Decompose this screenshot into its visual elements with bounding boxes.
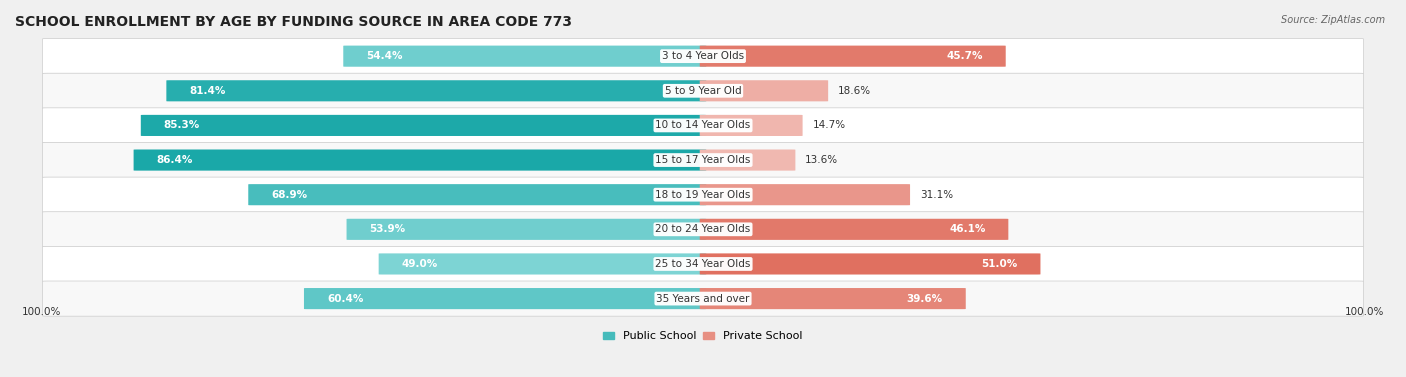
FancyBboxPatch shape <box>700 253 1040 274</box>
Text: 100.0%: 100.0% <box>21 307 60 317</box>
Text: 14.7%: 14.7% <box>813 120 845 130</box>
FancyBboxPatch shape <box>42 177 1364 212</box>
FancyBboxPatch shape <box>249 184 706 205</box>
FancyBboxPatch shape <box>42 108 1364 143</box>
Legend: Public School, Private School: Public School, Private School <box>599 327 807 346</box>
Text: 15 to 17 Year Olds: 15 to 17 Year Olds <box>655 155 751 165</box>
FancyBboxPatch shape <box>134 150 706 171</box>
FancyBboxPatch shape <box>700 115 803 136</box>
Text: 53.9%: 53.9% <box>370 224 405 234</box>
FancyBboxPatch shape <box>42 281 1364 316</box>
FancyBboxPatch shape <box>378 253 706 274</box>
Text: 5 to 9 Year Old: 5 to 9 Year Old <box>665 86 741 96</box>
Text: 100.0%: 100.0% <box>1346 307 1385 317</box>
Text: 20 to 24 Year Olds: 20 to 24 Year Olds <box>655 224 751 234</box>
Text: 31.1%: 31.1% <box>920 190 953 200</box>
Text: 86.4%: 86.4% <box>156 155 193 165</box>
Text: 3 to 4 Year Olds: 3 to 4 Year Olds <box>662 51 744 61</box>
FancyBboxPatch shape <box>343 46 706 67</box>
Text: 13.6%: 13.6% <box>806 155 838 165</box>
FancyBboxPatch shape <box>700 184 910 205</box>
Text: 35 Years and over: 35 Years and over <box>657 294 749 303</box>
Text: 10 to 14 Year Olds: 10 to 14 Year Olds <box>655 120 751 130</box>
Text: 68.9%: 68.9% <box>271 190 308 200</box>
Text: 18.6%: 18.6% <box>838 86 872 96</box>
FancyBboxPatch shape <box>42 246 1364 282</box>
Text: 45.7%: 45.7% <box>946 51 983 61</box>
FancyBboxPatch shape <box>700 219 1008 240</box>
FancyBboxPatch shape <box>42 38 1364 74</box>
Text: 60.4%: 60.4% <box>326 294 363 303</box>
FancyBboxPatch shape <box>166 80 706 101</box>
FancyBboxPatch shape <box>141 115 706 136</box>
Text: 54.4%: 54.4% <box>366 51 402 61</box>
Text: 46.1%: 46.1% <box>949 224 986 234</box>
Text: 25 to 34 Year Olds: 25 to 34 Year Olds <box>655 259 751 269</box>
Text: 81.4%: 81.4% <box>190 86 226 96</box>
FancyBboxPatch shape <box>700 80 828 101</box>
Text: 49.0%: 49.0% <box>402 259 437 269</box>
Text: Source: ZipAtlas.com: Source: ZipAtlas.com <box>1281 15 1385 25</box>
FancyBboxPatch shape <box>42 212 1364 247</box>
Text: 51.0%: 51.0% <box>981 259 1018 269</box>
FancyBboxPatch shape <box>700 150 796 171</box>
Text: 39.6%: 39.6% <box>907 294 943 303</box>
FancyBboxPatch shape <box>700 46 1005 67</box>
FancyBboxPatch shape <box>304 288 706 309</box>
FancyBboxPatch shape <box>700 288 966 309</box>
Text: 85.3%: 85.3% <box>163 120 200 130</box>
FancyBboxPatch shape <box>42 73 1364 108</box>
FancyBboxPatch shape <box>42 143 1364 178</box>
Text: 18 to 19 Year Olds: 18 to 19 Year Olds <box>655 190 751 200</box>
Text: SCHOOL ENROLLMENT BY AGE BY FUNDING SOURCE IN AREA CODE 773: SCHOOL ENROLLMENT BY AGE BY FUNDING SOUR… <box>15 15 572 29</box>
FancyBboxPatch shape <box>346 219 706 240</box>
